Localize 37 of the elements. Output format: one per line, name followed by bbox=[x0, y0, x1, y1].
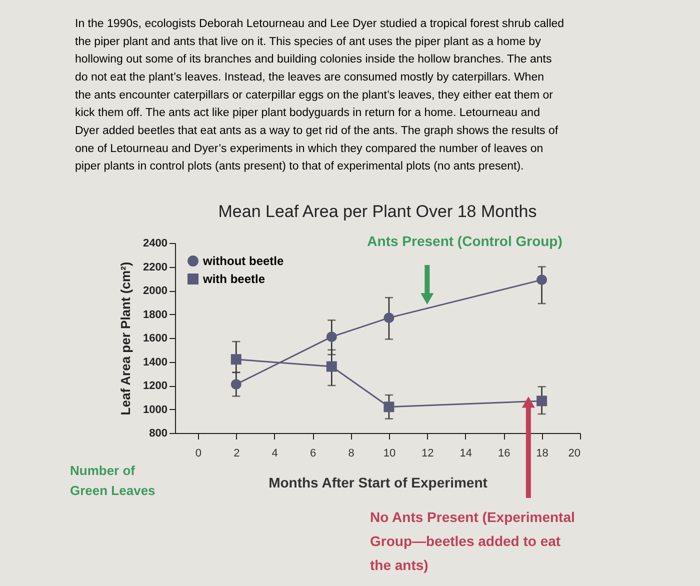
x-tick-label: 12 bbox=[422, 448, 434, 460]
y-tick-label: 1200 bbox=[143, 380, 168, 392]
x-tick-label: 2 bbox=[234, 448, 240, 460]
point bbox=[384, 402, 394, 412]
y-tick-label: 2000 bbox=[143, 285, 168, 297]
y-tick-label: 1400 bbox=[143, 356, 168, 368]
x-tick-label: 8 bbox=[348, 448, 354, 460]
x-tick-label: 6 bbox=[310, 448, 316, 460]
point bbox=[536, 396, 548, 406]
point bbox=[326, 361, 337, 372]
y-tick-label: 1000 bbox=[143, 404, 168, 416]
x-tick-label: 16 bbox=[498, 448, 510, 460]
point bbox=[230, 379, 242, 390]
x-tick-label: 18 bbox=[536, 448, 548, 460]
y-tick-label: 1600 bbox=[143, 332, 168, 344]
y-tick-label: 800 bbox=[149, 428, 168, 440]
y-tick-label: 2200 bbox=[143, 261, 168, 274]
y-tick-label: 1800 bbox=[143, 308, 168, 321]
legend-label: without beetle bbox=[202, 254, 284, 268]
point bbox=[326, 332, 337, 342]
x-axis-title: Months After Start of Experiment bbox=[268, 474, 488, 490]
x-tick-label: 20 bbox=[568, 448, 580, 460]
point bbox=[384, 312, 394, 324]
x-tick-label: 4 bbox=[272, 448, 278, 460]
x-tick-label: 10 bbox=[383, 448, 396, 460]
x-tick-label: 0 bbox=[195, 448, 202, 460]
legend-label: with beetle bbox=[202, 272, 266, 286]
point bbox=[536, 274, 548, 286]
y-tick-label: 2400 bbox=[143, 238, 168, 250]
text: Number of Green Leaves bbox=[70, 463, 156, 498]
chart-title: Mean Leaf Area per Plant Over 18 Months bbox=[218, 202, 537, 221]
annotation: Ants Present (Control Group) bbox=[367, 233, 562, 249]
y-axis-title: Leaf Area per Plant (cm²) bbox=[118, 262, 134, 416]
point bbox=[230, 354, 242, 365]
x-tick-label: 14 bbox=[460, 448, 472, 460]
annotation: No Ants Present (Experimental Group—beetles added to eat the ants) bbox=[370, 509, 575, 573]
text: In the 1990s, ecologists Deborah Letourneau and Lee Dyer studied a tropical forest shrub called the piper plant and ants that live on it. This species of ant uses the piper plant as a home by hollowing out some of its branches and building colonies inside the hollow branches. The ants do not eat the plant’s leaves. Instead, the leaves are consumed mostly by caterpillars. When the ants encounter caterpillars or caterpillar eggs on the plant’s leaves, they either eat them or kick them off. The ants act like piper plant bodyguards in return for a home. Letourneau and Dyer added beetles that eat ants as a way to get rid of the ants. The graph shows the results of one of Letourneau and Dyer’s experiments in which they compared the number of leaves on piper plants in control plots (ants present) to that of experimental plots (no ants present). bbox=[75, 18, 564, 173]
